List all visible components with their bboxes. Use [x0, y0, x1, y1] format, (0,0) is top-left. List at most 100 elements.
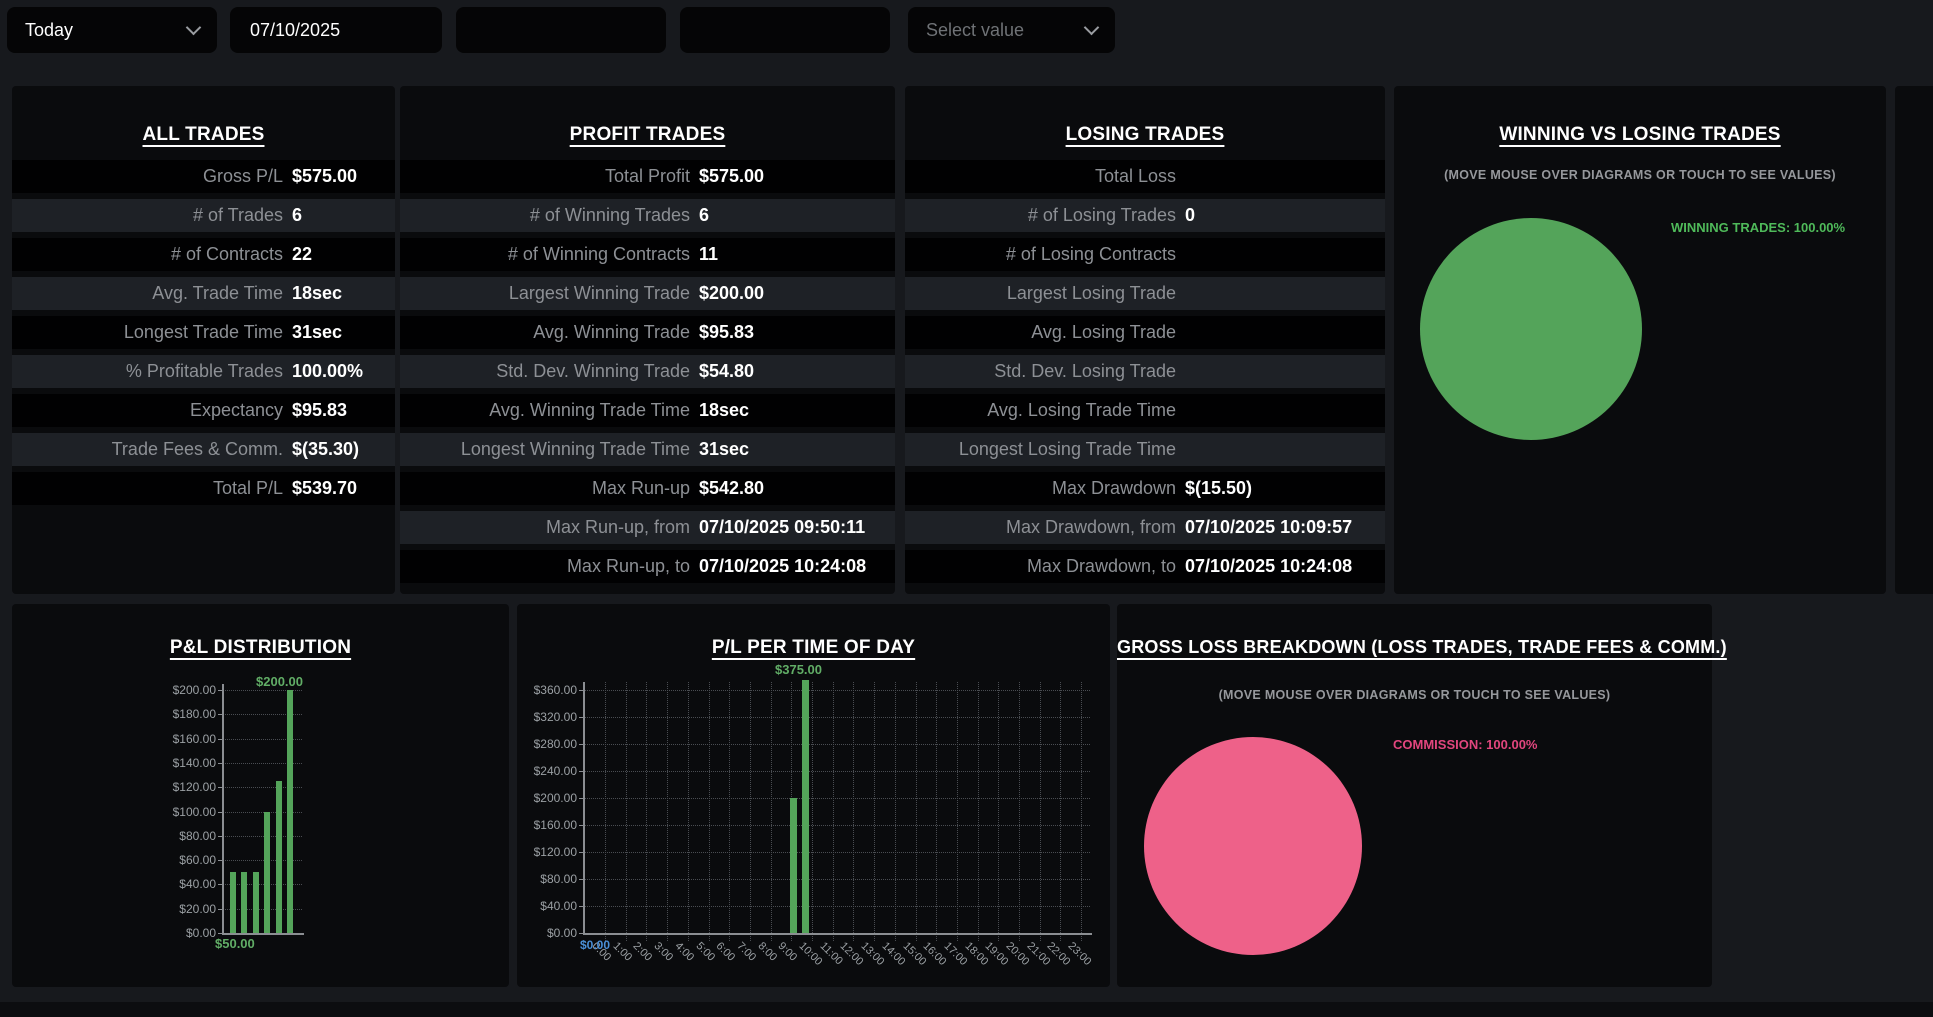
- toolbar-field-2[interactable]: [680, 7, 890, 53]
- stat-value: 07/10/2025 10:09:57: [1185, 517, 1353, 537]
- winning-trades-pie[interactable]: [1420, 218, 1642, 440]
- y-axis-label: $60.00: [179, 853, 216, 868]
- stat-label: Avg. Winning Trade Time: [489, 400, 690, 420]
- y-axis-label: $200.00: [533, 791, 577, 805]
- max-value-label: $200.00: [256, 674, 303, 689]
- date-input[interactable]: [230, 7, 442, 53]
- y-axis-label: $240.00: [533, 764, 577, 778]
- period-select[interactable]: Today: [7, 7, 217, 53]
- pnl-bar[interactable]: [230, 872, 236, 933]
- stat-value: 31sec: [699, 439, 750, 459]
- time-bar[interactable]: [802, 679, 809, 933]
- y-axis-label: $120.00: [533, 845, 577, 859]
- pnl-bar[interactable]: [275, 781, 282, 933]
- stat-label: Avg. Trade Time: [152, 283, 283, 303]
- gridline: [583, 825, 1090, 826]
- stat-row: Std. Dev. Losing Trade: [905, 355, 1385, 388]
- y-axis-tick: [579, 717, 583, 718]
- x-axis-label: 7:00: [734, 940, 759, 964]
- gridline: [915, 682, 917, 941]
- value-select-placeholder: Select value: [926, 19, 1025, 40]
- stat-value: $200.00: [699, 283, 765, 303]
- stat-label: Total Profit: [604, 166, 690, 186]
- stat-value: 18sec: [699, 400, 750, 420]
- pnl-bar[interactable]: [252, 872, 259, 933]
- stat-row: Avg. Winning Trade Time 18sec: [400, 394, 895, 427]
- stat-label: Std. Dev. Winning Trade: [496, 361, 690, 381]
- stat-value: 6: [699, 205, 710, 225]
- pnl-bar[interactable]: [287, 690, 293, 933]
- gridline: [625, 682, 627, 941]
- commission-pie[interactable]: [1144, 737, 1362, 955]
- stat-value: $575.00: [292, 166, 358, 186]
- y-axis-tick: [218, 762, 222, 764]
- x-axis-label: 9:00: [775, 940, 800, 964]
- pnl-distribution-chart[interactable]: $0.00 $20.00 $40.00 $60.00 $80.00 $100.00 $120…: [12, 604, 509, 987]
- stat-value: 07/10/2025 10:24:08: [699, 556, 867, 576]
- y-axis: [583, 682, 585, 933]
- stat-label: # of Winning Contracts: [507, 244, 690, 264]
- gridline: [222, 811, 302, 813]
- stat-value: $95.83: [292, 400, 348, 420]
- stat-label: Trade Fees & Comm.: [111, 439, 283, 459]
- y-axis-label: $360.00: [533, 683, 577, 697]
- stat-label: # of Winning Trades: [529, 205, 690, 225]
- gridline: [894, 682, 896, 941]
- panel-subtitle: (MOVE MOUSE OVER DIAGRAMS OR TOUCH TO SE…: [1444, 168, 1836, 182]
- time-bar[interactable]: [790, 798, 797, 933]
- panel-losing-trades: LOSING TRADES Total Loss # of Losing Trad…: [905, 86, 1385, 594]
- stat-label: Max Run-up: [591, 478, 690, 498]
- y-axis-label: $200.00: [172, 683, 216, 697]
- panel-winning-vs-losing: WINNING VS LOSING TRADES (MOVE MOUSE OVE…: [1394, 86, 1886, 594]
- winning-trades-pie-label: WINNING TRADES: 100.00%: [1671, 220, 1846, 235]
- gridline: [1039, 682, 1041, 941]
- gridline: [583, 879, 1090, 880]
- stat-value: $539.70: [292, 478, 358, 498]
- panel-title: P&L DISTRIBUTION: [169, 637, 352, 658]
- gridline: [222, 690, 302, 691]
- panel-pl-per-time: P/L PER TIME OF DAY $0.00 $40.00 $80.00 $12…: [517, 604, 1110, 987]
- stat-row: Max Drawdown $(15.50): [905, 472, 1385, 505]
- panel-pnl-distribution: P&L DISTRIBUTION $0.00 $20.00 $40.00 $60.00…: [12, 604, 509, 987]
- y-axis-label: $0.00: [546, 926, 577, 940]
- gridline: [874, 682, 876, 941]
- stat-label: Std. Dev. Losing Trade: [994, 361, 1176, 381]
- stat-row: # of Contracts 22: [12, 238, 395, 271]
- stat-label: Longest Winning Trade Time: [460, 439, 690, 459]
- x-axis-label: 4:00: [672, 940, 696, 964]
- y-axis-tick: [218, 811, 222, 813]
- stats-table: Total Loss # of Losing Trades 0 # of Losing…: [905, 160, 1385, 589]
- panel-title: P/L PER TIME OF DAY: [711, 637, 916, 658]
- pnl-bar[interactable]: [241, 872, 248, 933]
- commission-pie-label: COMMISSION: 100.00%: [1393, 737, 1538, 752]
- stat-row: Avg. Losing Trade: [905, 316, 1385, 349]
- value-select[interactable]: Select value: [908, 7, 1115, 53]
- gridline: [956, 682, 958, 941]
- y-axis-tick: [579, 906, 583, 907]
- stat-label: # of Losing Contracts: [1005, 244, 1176, 264]
- y-axis-tick: [579, 744, 583, 745]
- stat-row: Avg. Losing Trade Time: [905, 394, 1385, 427]
- gridline: [998, 682, 1000, 941]
- x-axis-label: 3:00: [651, 940, 676, 964]
- y-axis-tick: [218, 908, 222, 910]
- pl-per-time-chart[interactable]: $0.00 $40.00 $80.00 $120.00 $160.00 $200.00 $2…: [517, 604, 1110, 987]
- y-axis-label: $140.00: [172, 755, 216, 770]
- stat-label: Longest Trade Time: [123, 322, 283, 342]
- stat-row: Total Loss: [905, 160, 1385, 193]
- stat-label: Total P/L: [212, 478, 283, 498]
- stat-row: Max Run-up, to 07/10/2025 10:24:08: [400, 550, 895, 583]
- stat-label: Avg. Winning Trade: [533, 322, 690, 342]
- stat-label: Avg. Losing Trade Time: [987, 400, 1176, 420]
- stat-label: Total Loss: [1094, 166, 1176, 186]
- y-axis-label: $100.00: [172, 804, 216, 819]
- stat-label: Expectancy: [189, 400, 283, 420]
- stat-row: Longest Losing Trade Time: [905, 433, 1385, 466]
- toolbar-field-1[interactable]: [456, 7, 666, 53]
- pnl-bar[interactable]: [264, 811, 271, 933]
- y-axis-tick: [579, 933, 583, 934]
- y-axis-label: $0.00: [185, 926, 216, 940]
- stat-label: Max Run-up, to: [566, 556, 690, 576]
- stat-label: # of Contracts: [170, 244, 283, 264]
- gridline: [583, 717, 1090, 718]
